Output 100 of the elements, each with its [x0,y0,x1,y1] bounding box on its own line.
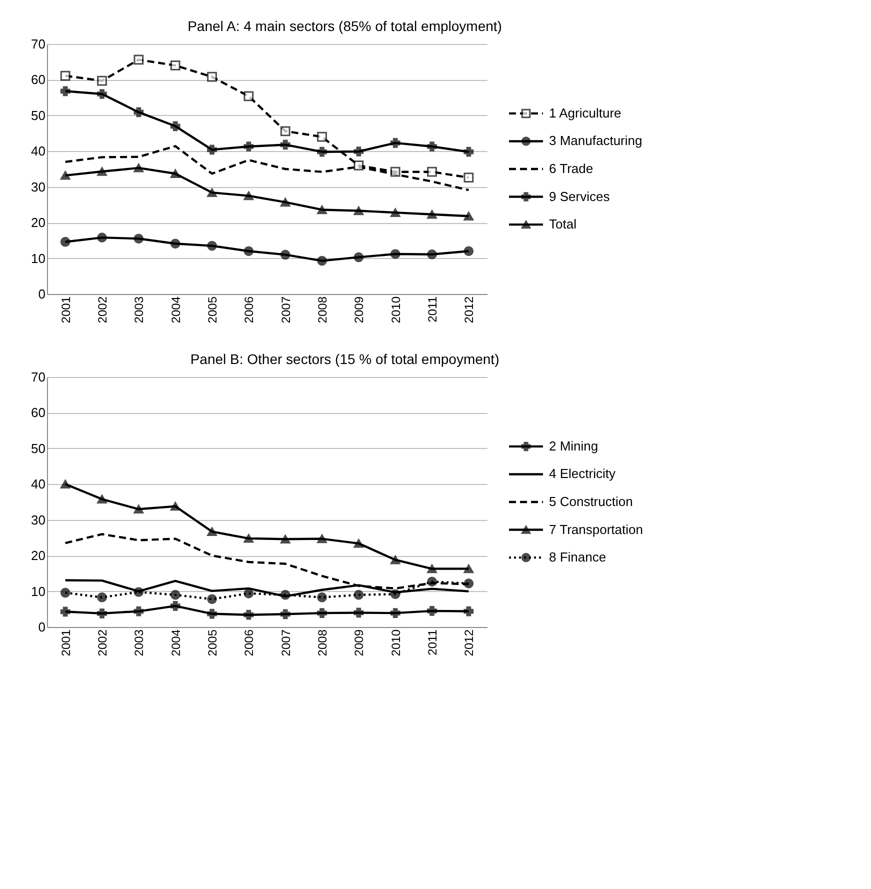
x-tick-label: 2010 [388,629,403,656]
point [207,527,217,536]
point [244,588,254,598]
point [464,146,474,157]
y-tick-label: 50 [31,440,46,456]
x-tick-label: 2009 [352,296,366,324]
point [317,132,327,142]
point [207,144,217,155]
point [170,502,180,511]
point [244,246,254,256]
x-tick-label: 2012 [462,296,476,324]
point [317,608,327,618]
x-tick-label: 2002 [96,296,110,324]
x-tick-label: 2002 [96,629,110,656]
legend-label: 1 Agriculture [549,105,622,120]
point [354,252,364,262]
point [207,240,217,251]
point [354,539,364,548]
point [464,212,474,221]
y-tick-label: 30 [31,179,46,194]
y-tick-label: 10 [31,250,46,266]
point [97,89,107,99]
point [354,590,364,600]
point [317,256,327,266]
point [390,555,400,564]
point [464,606,474,616]
point [427,142,437,152]
point [317,592,327,602]
point [427,564,437,574]
x-tick-label: 2001 [58,629,73,656]
point [97,167,107,176]
x-tick-label: 2004 [168,629,183,656]
point [464,578,474,588]
x-tick-label: 2007 [278,296,293,324]
point [97,76,107,86]
point [280,534,290,544]
point [464,564,474,574]
point [207,608,217,619]
y-tick-label: 0 [38,620,46,634]
chart-title: Panel A: 4 main sectors (85% of total employment) [188,18,502,34]
x-tick-label: 2003 [132,296,146,324]
x-tick-label: 2007 [278,629,293,656]
point [134,164,144,172]
point [170,121,180,132]
point [317,205,327,214]
point [170,169,180,178]
point [60,588,70,598]
point [390,608,400,618]
point [280,250,290,260]
point [354,146,364,156]
legend-label: 7 Transportation [549,522,643,537]
x-tick-label: 2005 [206,296,220,324]
point [60,171,70,180]
x-tick-label: 2004 [168,296,183,324]
point [427,576,437,587]
point [97,232,107,242]
legend-label: 8 Finance [549,550,606,565]
x-tick-label: 2006 [242,629,256,656]
y-tick-label: 70 [31,370,46,384]
point [170,590,180,600]
legend-label: 5 Construction [549,494,633,509]
x-tick-label: 2003 [132,629,146,656]
y-tick-label: 0 [38,286,46,302]
point [354,160,364,170]
point [60,70,70,81]
point [427,210,437,219]
legend-label: Total [549,216,577,232]
point [427,166,437,177]
point [134,587,144,597]
y-tick-label: 10 [31,584,46,599]
x-tick-label: 2001 [58,296,73,324]
point [134,54,144,65]
point [170,238,180,249]
point [97,494,107,504]
point [207,594,217,604]
point [60,480,70,489]
point [354,608,364,618]
point [60,606,70,617]
x-tick-label: 2011 [426,296,440,322]
x-tick-label: 2006 [242,296,256,324]
point [280,140,290,150]
point [390,249,400,259]
x-tick-label: 2012 [462,629,476,656]
point [464,246,474,256]
x-tick-label: 2005 [206,629,220,656]
point [134,107,144,118]
point [170,60,180,70]
point [60,236,70,247]
point [427,606,437,616]
point [244,91,254,102]
legend-label: 9 Services [549,188,610,204]
point [97,592,107,602]
point [244,610,254,620]
point [244,191,254,200]
point [390,166,400,177]
point [280,609,290,620]
legend-label: 4 Electricity [549,466,616,482]
x-tick-label: 2011 [426,629,440,656]
point [134,504,144,514]
point [244,142,254,152]
